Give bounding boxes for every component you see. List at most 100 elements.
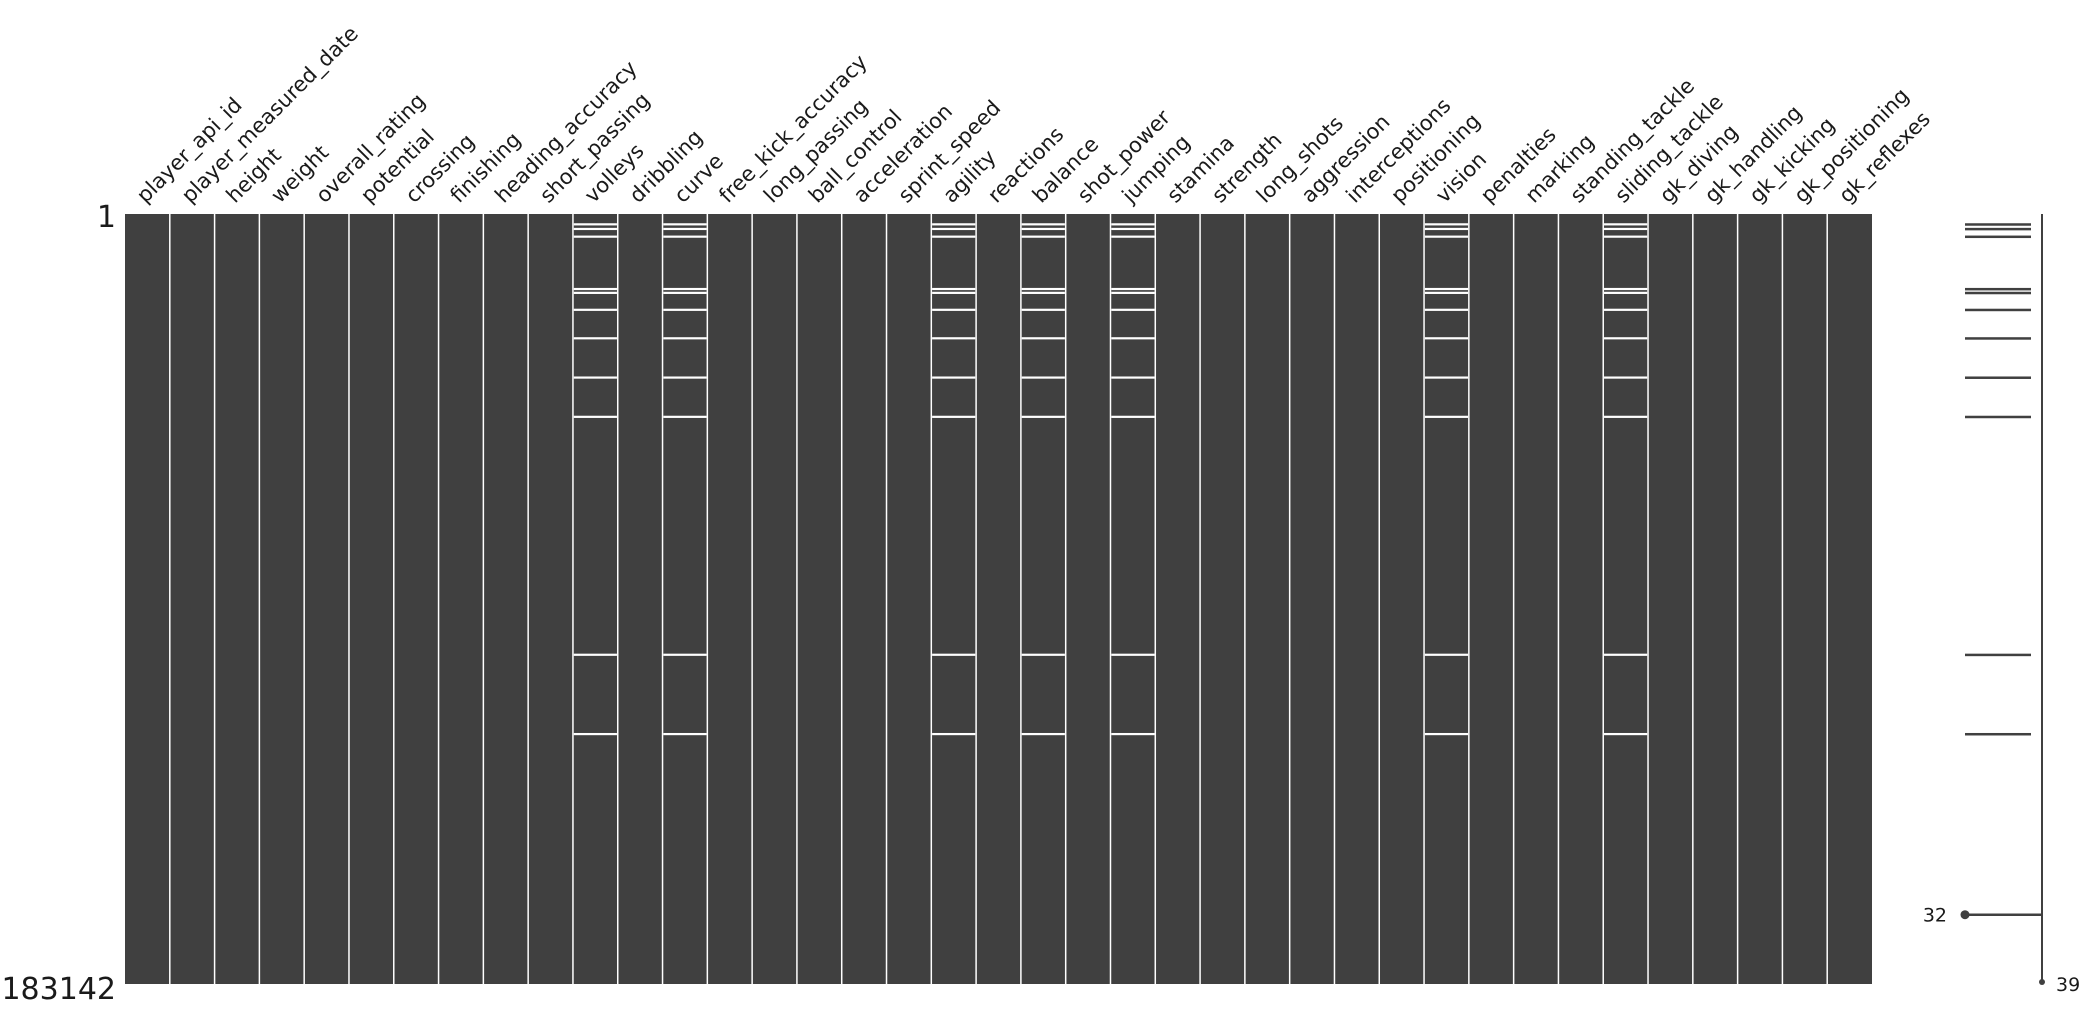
missing-line	[573, 235, 617, 238]
missing-line	[1021, 223, 1065, 226]
missing-line	[573, 376, 617, 379]
column-positioning	[1379, 214, 1425, 984]
missing-line	[932, 308, 976, 311]
column-player_api_id	[125, 214, 170, 984]
missing-line	[1424, 287, 1469, 291]
missing-line	[1424, 415, 1469, 418]
missing-line	[1111, 235, 1155, 238]
completeness-sparkline: 32 39	[1923, 214, 2080, 996]
column-balance	[1020, 214, 1066, 984]
missing-line	[1424, 732, 1469, 736]
column-finishing	[438, 214, 484, 984]
missing-line	[573, 653, 617, 656]
sparkline-row	[1965, 415, 2031, 419]
column-gk_kicking	[1737, 214, 1783, 984]
missing-line	[1111, 337, 1155, 340]
column-curve	[662, 214, 708, 984]
missing-line	[1604, 291, 1648, 294]
missing-line	[1424, 223, 1469, 226]
missing-line	[1021, 291, 1065, 294]
column-jumping	[1110, 214, 1156, 984]
sparkline-row	[1965, 287, 2031, 291]
column-gk_handling	[1692, 214, 1738, 984]
missing-line	[1424, 227, 1469, 231]
missing-line	[1424, 308, 1469, 311]
missing-line	[1021, 308, 1065, 311]
missing-line	[1604, 337, 1648, 340]
missing-line	[573, 223, 617, 226]
sparkline-row	[1965, 223, 2031, 226]
missing-line	[932, 337, 976, 340]
missing-line	[1111, 287, 1155, 291]
column-long_passing	[752, 214, 797, 984]
column-sliding_tackle	[1603, 214, 1649, 984]
column-gk_positioning	[1782, 214, 1828, 984]
missing-line	[663, 415, 707, 418]
column-gk_diving	[1648, 214, 1693, 984]
missing-line	[1604, 376, 1648, 379]
column-overall_rating	[304, 214, 349, 984]
missing-line	[663, 223, 707, 226]
column-vision	[1424, 214, 1469, 984]
missing-line	[1604, 227, 1648, 231]
column-potential	[348, 214, 394, 984]
missing-line	[1021, 287, 1065, 291]
missing-line	[1021, 235, 1065, 238]
column-long_shots	[1244, 214, 1290, 984]
missing-line	[932, 235, 976, 238]
missing-line	[1111, 415, 1155, 418]
missing-line	[573, 337, 617, 340]
column-reactions	[976, 214, 1021, 984]
column-sprint_speed	[886, 214, 932, 984]
missing-line	[1604, 308, 1648, 311]
missing-line	[1604, 235, 1648, 238]
column-height	[214, 214, 260, 984]
sparkline-min-label: 32	[1923, 905, 1947, 927]
missing-line	[1424, 291, 1469, 294]
column-aggression	[1289, 214, 1335, 984]
sparkline-row	[1965, 653, 2031, 657]
column-marking	[1513, 214, 1559, 984]
missing-line	[663, 308, 707, 311]
column-interceptions	[1334, 214, 1380, 984]
missing-line	[932, 223, 976, 226]
column-weight	[259, 214, 305, 984]
missing-line	[932, 291, 976, 294]
missing-line	[573, 415, 617, 418]
missing-line	[1424, 653, 1469, 656]
missing-line	[663, 653, 707, 656]
column-standing_tackle	[1558, 214, 1604, 984]
missing-line	[1021, 415, 1065, 418]
column-free_kick_accuracy	[707, 214, 753, 984]
missing-line	[1111, 653, 1155, 656]
sparkline-row	[1965, 376, 2031, 379]
column-shot_power	[1065, 214, 1111, 984]
column-crossing	[393, 214, 439, 984]
missing-line	[1424, 235, 1469, 238]
missing-line	[1604, 732, 1648, 736]
column-labels: player_api_idplayer_measured_dateheightw…	[132, 21, 1936, 208]
sparkline-row	[1965, 235, 2031, 239]
column-dribbling	[617, 214, 663, 984]
column-heading_accuracy	[483, 214, 529, 984]
sparkline-row	[1965, 337, 2031, 340]
missing-line	[1111, 223, 1155, 226]
missing-line	[932, 227, 976, 231]
missing-line	[1111, 291, 1155, 294]
column-ball_control	[796, 214, 842, 984]
missing-line	[1111, 308, 1155, 311]
missing-line	[573, 227, 617, 231]
missing-line	[573, 291, 617, 294]
missing-line	[932, 376, 976, 379]
missing-line	[1111, 227, 1155, 231]
missing-line	[932, 732, 976, 736]
sparkline-row	[1965, 732, 2031, 736]
sparkline-row	[1965, 227, 2031, 231]
row-label-last: 183142	[1, 972, 116, 1007]
column-player_measured_date	[169, 214, 215, 984]
missing-line	[663, 376, 707, 379]
missing-line	[1424, 337, 1469, 340]
missing-line	[663, 287, 707, 291]
missing-line	[1021, 653, 1065, 656]
